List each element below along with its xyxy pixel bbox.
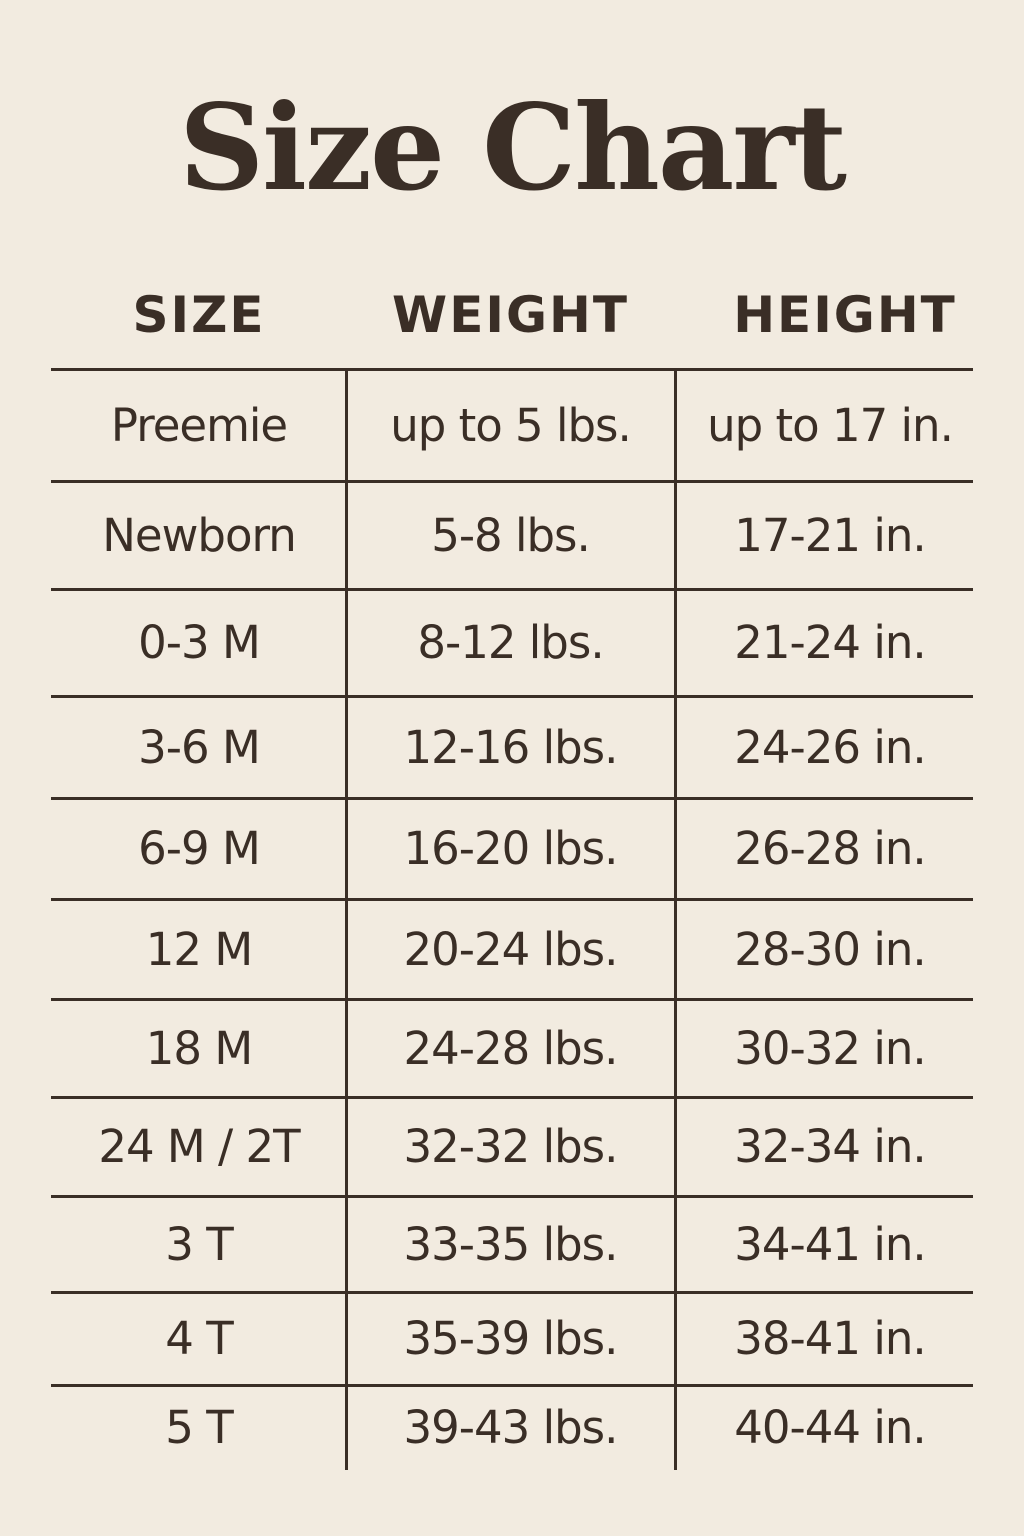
row-divider	[51, 898, 973, 901]
cell-height: 28-30 in.	[734, 922, 926, 976]
cell-weight: 16-20 lbs.	[403, 822, 619, 875]
cell-height: 38-41 in.	[734, 1312, 926, 1365]
cell-size: Preemie	[110, 398, 288, 452]
row-divider	[51, 480, 973, 483]
cell-size: 4 T	[165, 1312, 233, 1365]
row-divider	[51, 695, 973, 698]
cell-weight: 33-35 lbs.	[403, 1217, 619, 1271]
cell-size: 6-9 M	[138, 822, 261, 875]
cell-weight: 39-43 lbs.	[403, 1401, 619, 1454]
row-divider	[51, 797, 973, 800]
cell-size: 18 M	[145, 1021, 253, 1075]
cell-height: 34-41 in.	[734, 1217, 926, 1271]
cell-size: 3-6 M	[138, 720, 261, 774]
header-weight: WEIGHT	[392, 286, 629, 344]
cell-height: up to 17 in.	[707, 398, 954, 452]
cell-size: 5 T	[165, 1401, 233, 1454]
cell-height: 21-24 in.	[734, 616, 926, 669]
cell-weight: 32-32 lbs.	[403, 1120, 619, 1173]
page-title: Size Chart	[178, 78, 847, 217]
row-divider	[51, 1384, 973, 1387]
cell-height: 32-34 in.	[734, 1120, 926, 1173]
row-divider	[51, 588, 973, 591]
cell-size: 3 T	[165, 1217, 233, 1271]
cell-height: 17-21 in.	[734, 508, 926, 562]
cell-height: 30-32 in.	[734, 1021, 926, 1075]
cell-size: 24 M / 2T	[98, 1120, 300, 1173]
row-divider	[51, 1291, 973, 1294]
column-divider	[345, 369, 348, 1470]
cell-height: 24-26 in.	[734, 720, 926, 774]
row-divider	[51, 368, 973, 371]
header-size: SIZE	[132, 286, 266, 344]
cell-weight: 12-16 lbs.	[403, 720, 619, 774]
header-height: HEIGHT	[733, 286, 957, 344]
cell-weight: 20-24 lbs.	[403, 922, 619, 976]
row-divider	[51, 998, 973, 1001]
row-divider	[51, 1096, 973, 1099]
cell-height: 40-44 in.	[734, 1401, 926, 1454]
cell-height: 26-28 in.	[734, 822, 926, 875]
row-divider	[51, 1195, 973, 1198]
cell-weight: 8-12 lbs.	[417, 616, 604, 669]
cell-size: 0-3 M	[138, 616, 261, 669]
column-divider	[674, 369, 677, 1470]
cell-weight: 35-39 lbs.	[403, 1312, 619, 1365]
cell-weight: 5-8 lbs.	[431, 508, 591, 562]
cell-weight: 24-28 lbs.	[403, 1021, 619, 1075]
cell-weight: up to 5 lbs.	[390, 398, 632, 452]
cell-size: Newborn	[102, 508, 296, 562]
cell-size: 12 M	[145, 922, 253, 976]
